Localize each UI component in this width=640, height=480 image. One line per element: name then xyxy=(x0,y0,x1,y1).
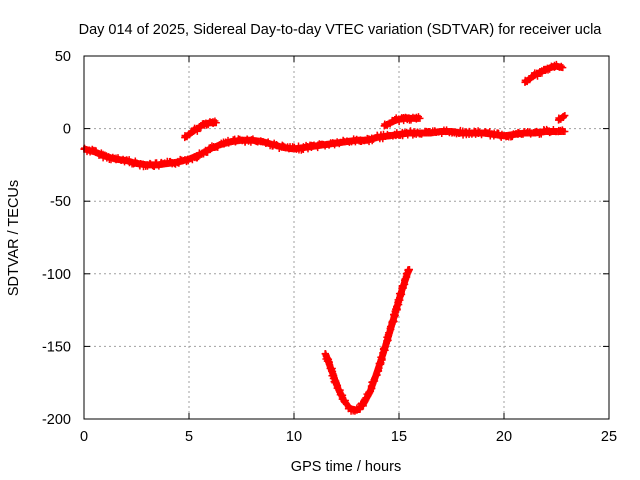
data-point-marker xyxy=(559,64,567,72)
x-tick-label: 5 xyxy=(185,429,193,445)
data-point-marker xyxy=(212,119,220,127)
y-tick-label: -200 xyxy=(42,412,71,428)
data-point-marker xyxy=(561,128,569,136)
y-tick-label: -100 xyxy=(42,267,71,283)
axis-ticks: 0 5 10 15 20 25 -200 -150 -100 -50 0 50 xyxy=(42,49,617,445)
y-tick-label: -50 xyxy=(50,194,71,210)
plot-frame xyxy=(83,55,610,420)
data-points xyxy=(80,60,569,415)
y-axis-label: SDTVAR / TECUs xyxy=(6,180,22,296)
data-point-marker xyxy=(416,114,424,122)
y-tick-label: 0 xyxy=(63,122,71,138)
data-point-marker xyxy=(406,265,413,273)
x-tick-label: 20 xyxy=(496,429,512,445)
series-short-segment-22.8h xyxy=(555,112,569,124)
data-point-marker xyxy=(325,360,333,368)
series-arc-5-6h xyxy=(181,117,220,142)
grid-lines xyxy=(84,56,609,419)
y-tick-label: 50 xyxy=(55,49,71,65)
y-tick-label: -150 xyxy=(42,339,71,355)
series-main-band xyxy=(80,125,569,171)
x-tick-label: 15 xyxy=(391,429,407,445)
data-point-marker xyxy=(561,112,569,120)
series-dip-11-15h xyxy=(321,265,413,415)
chart-title: Day 014 of 2025, Sidereal Day-to-day VTE… xyxy=(79,22,603,38)
series-arc-21-23h xyxy=(521,60,567,86)
x-tick-label: 25 xyxy=(601,429,617,445)
series-arc-14-16h xyxy=(380,113,424,130)
x-axis-label: GPS time / hours xyxy=(291,459,401,475)
x-tick-label: 0 xyxy=(80,429,88,445)
x-tick-label: 10 xyxy=(286,429,302,445)
